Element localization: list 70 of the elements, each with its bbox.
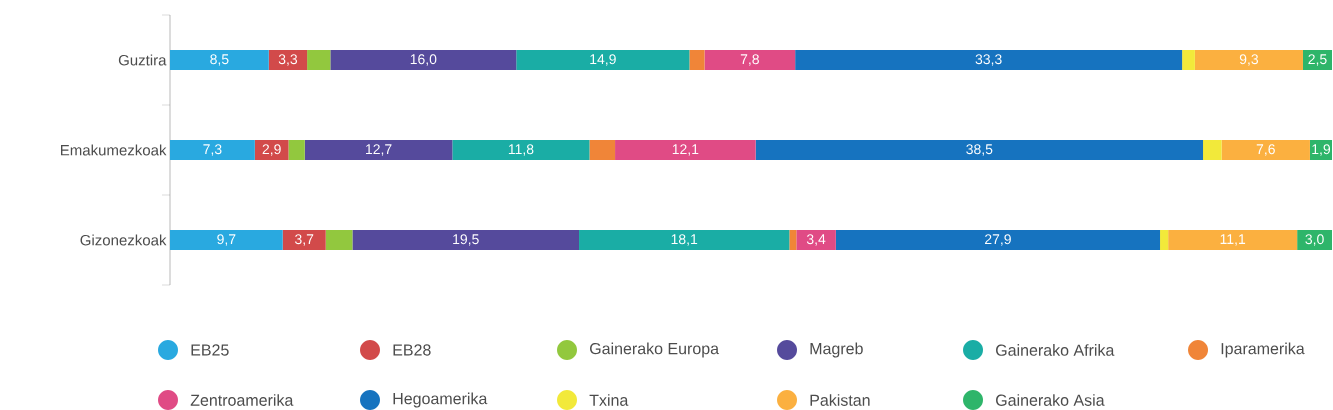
legend-label: EB25 [191,344,229,356]
legend-label: EB28 [393,344,431,356]
y-tick-label: Emakumezkoak [61,144,167,156]
legend-label: Gainerako Afrika [996,344,1115,356]
legend-label: Gainerako Asia [996,394,1105,406]
data-label: 27,9 [985,234,1011,246]
data-label: 11,1 [1220,234,1246,246]
data-label: 7,8 [740,54,759,66]
bar [325,230,353,250]
data-label: 18,1 [671,234,698,246]
bar [452,140,590,160]
bar [1302,50,1333,70]
data-label: 11,8 [508,144,534,156]
bar [516,50,690,70]
data-label: 3,7 [295,234,314,246]
data-label: 19,5 [453,234,479,246]
bar [1194,50,1303,70]
data-label: 3,0 [1305,234,1324,246]
data-label: 1,9 [1312,144,1331,156]
legend-label: Magreb [810,342,863,358]
bar [1203,140,1222,160]
bar [1168,230,1298,250]
bar [170,140,255,160]
data-label: 3,3 [278,54,298,66]
data-label: 33,3 [975,54,1002,66]
bar [755,140,1204,160]
data-label: 14,9 [590,54,616,66]
y-tick-label: Guztira [118,54,167,66]
data-label: 9,7 [217,234,236,246]
bar [795,50,1183,70]
bar [704,50,796,70]
bar [796,230,836,250]
bar [288,140,305,160]
bar [254,140,289,160]
bar [170,230,283,250]
bar [835,230,1161,250]
bar [1182,50,1195,70]
data-label: 12,1 [672,144,699,156]
bar [307,50,331,70]
legend-label: Hegoamerika [393,392,488,408]
bar [579,230,790,250]
legend-label: Zentroamerika [190,394,294,406]
data-label: 7,3 [203,144,222,156]
data-label: 3,4 [806,234,826,246]
bar [1221,140,1310,160]
bar [268,50,308,70]
y-tick-label: Gizonezkoak [80,234,167,246]
bar [615,140,756,160]
data-label: 16,0 [410,54,437,66]
bar [352,230,580,250]
legend-label: Pakistan [810,394,870,406]
bar [304,140,453,160]
bar [689,50,705,70]
data-label: 8,5 [210,54,229,66]
legend-label: Txina [589,394,629,406]
bar [282,230,326,250]
bar [1160,230,1169,250]
data-label: 9,3 [1239,54,1259,66]
bar [789,230,797,250]
bar [170,50,269,70]
data-label: 2,5 [1308,54,1327,66]
bar [589,140,616,160]
bar [330,50,517,70]
bar [1297,230,1333,250]
data-label: 2,9 [262,144,281,156]
legend-label: Iparamerika [1221,342,1305,358]
legend-label: Gainerako Europa [590,342,720,358]
data-label: 7,6 [1256,144,1275,156]
data-label: 38,5 [966,144,993,156]
data-label: 12,7 [366,144,392,156]
